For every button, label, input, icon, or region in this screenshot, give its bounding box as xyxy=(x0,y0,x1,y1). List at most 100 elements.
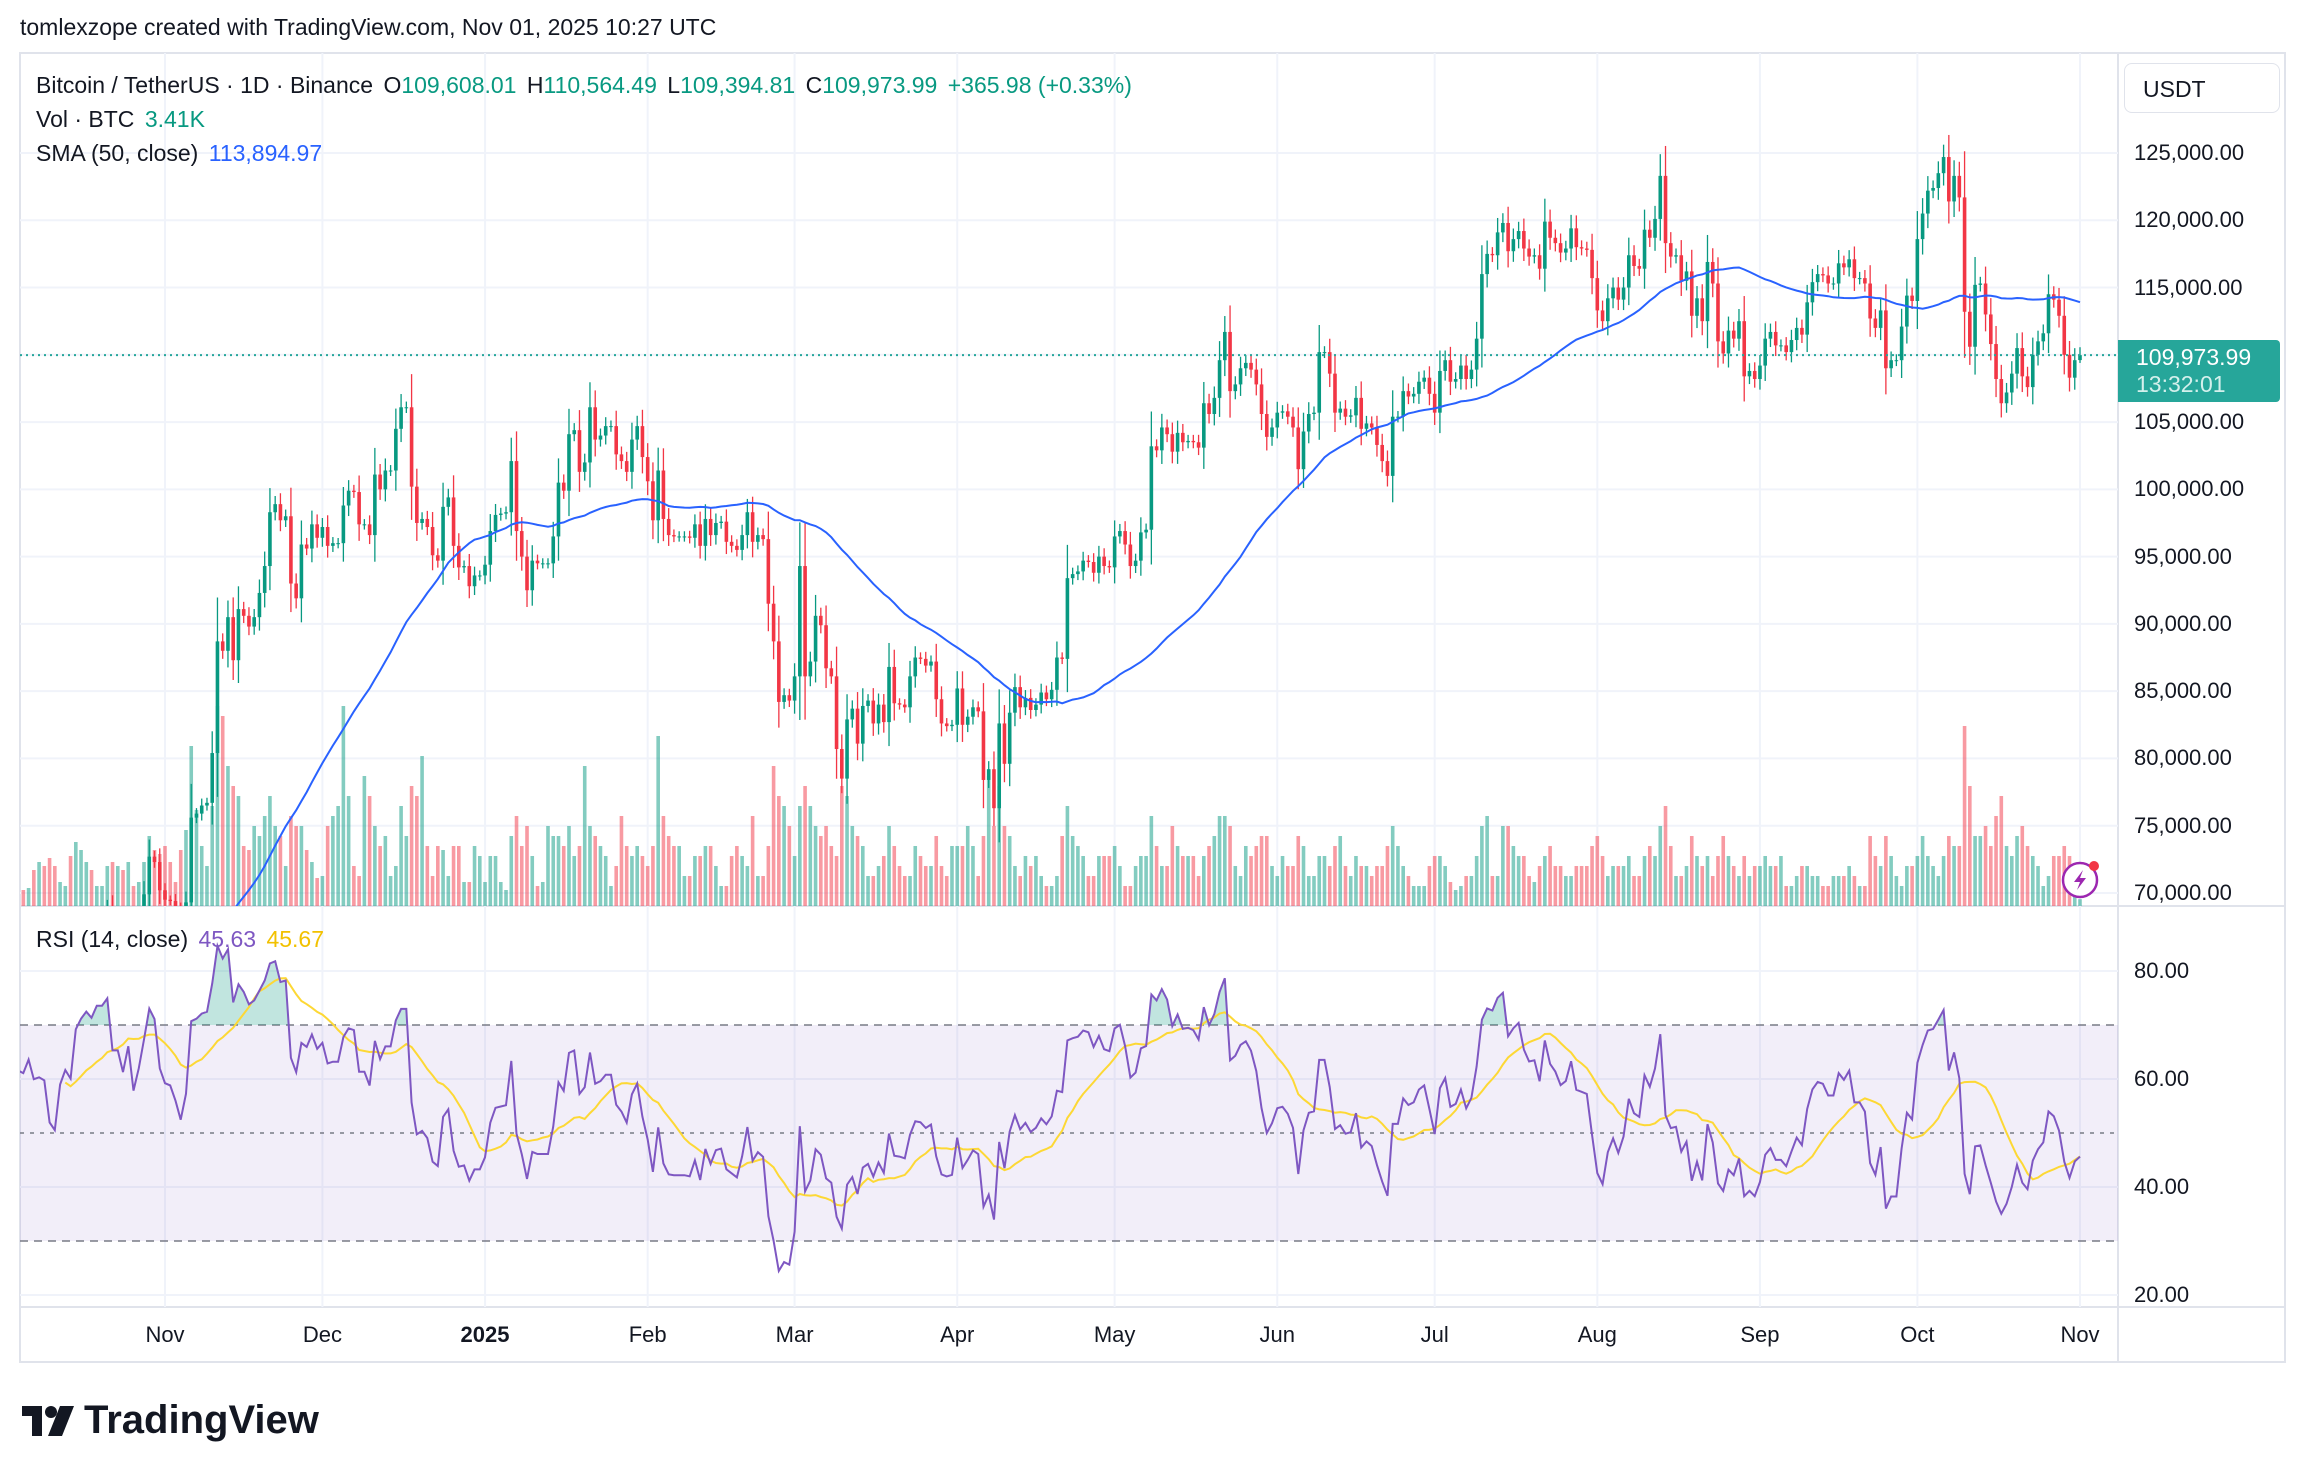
volume-legend[interactable]: Vol · BTC 3.41K xyxy=(36,106,209,133)
candle-body xyxy=(1254,369,1259,385)
rsi-legend[interactable]: RSI (14, close) 45.63 45.67 xyxy=(36,926,328,953)
candle xyxy=(509,437,514,536)
candle-body xyxy=(661,470,666,519)
candle xyxy=(278,493,283,532)
volume-bar xyxy=(1679,876,1684,906)
candle-body xyxy=(1317,352,1322,413)
candle-body xyxy=(1989,314,1993,345)
candle xyxy=(1291,407,1295,437)
volume-bar xyxy=(26,888,31,906)
volume-bar xyxy=(1312,876,1316,906)
candle xyxy=(1202,381,1206,469)
candle xyxy=(1590,233,1594,295)
volume-bar xyxy=(1606,876,1610,906)
volume-bar xyxy=(378,846,382,906)
candle xyxy=(1800,319,1804,343)
candle xyxy=(1165,419,1169,443)
candle xyxy=(929,655,933,672)
candle xyxy=(1658,154,1663,241)
volume-bar xyxy=(630,856,634,906)
candle-body xyxy=(1396,416,1400,418)
volume-bar xyxy=(304,850,309,906)
volume-bar xyxy=(2004,846,2009,906)
candle xyxy=(1553,229,1558,252)
volume-bar xyxy=(840,786,844,906)
candle-body xyxy=(1710,261,1715,284)
candle-body xyxy=(1411,393,1416,397)
symbol-name[interactable]: Bitcoin / TetherUS · 1D · Binance xyxy=(36,72,374,98)
volume-bar xyxy=(693,856,697,906)
candle-body xyxy=(819,615,823,626)
candle-body xyxy=(32,990,36,999)
candle-body xyxy=(1123,531,1127,545)
candle-body xyxy=(1920,213,1925,240)
candle-body xyxy=(1947,157,1951,202)
candle-body xyxy=(1752,370,1757,380)
volume-bar xyxy=(1474,856,1479,906)
alert-lightning-icon[interactable] xyxy=(2061,861,2099,899)
volume-bar xyxy=(1186,856,1190,906)
candle xyxy=(215,597,220,797)
candle xyxy=(1831,277,1836,290)
candle xyxy=(1962,151,1967,358)
brand-name: TradingView xyxy=(84,1398,319,1442)
volume-bar xyxy=(1369,876,1374,906)
volume-bar xyxy=(1291,866,1295,906)
candle xyxy=(1160,413,1164,464)
candle xyxy=(955,671,960,743)
candle xyxy=(514,431,519,561)
candle xyxy=(965,709,970,733)
candle xyxy=(69,980,73,994)
candle xyxy=(1999,364,2004,418)
candle xyxy=(1611,277,1615,309)
candle-body xyxy=(955,688,960,725)
volume-bar xyxy=(740,856,744,906)
candle-body xyxy=(1579,247,1584,249)
candle-body xyxy=(231,617,236,661)
volume-bar xyxy=(1800,866,1804,906)
volume-bar xyxy=(1485,816,1489,906)
candle-body xyxy=(1595,278,1600,311)
volume-bar xyxy=(404,836,409,906)
candle xyxy=(1060,652,1064,665)
candle xyxy=(1270,418,1274,446)
candle xyxy=(394,408,398,491)
candle-body xyxy=(640,426,645,458)
volume-bar xyxy=(509,836,514,906)
candle-body xyxy=(546,563,550,565)
candle xyxy=(1133,553,1138,574)
sma-legend[interactable]: SMA (50, close) 113,894.97 xyxy=(36,140,326,167)
candle xyxy=(273,496,277,521)
candle-body xyxy=(808,661,813,677)
volume-bar xyxy=(1254,846,1259,906)
candle xyxy=(1348,409,1353,423)
candle xyxy=(446,488,451,516)
candle-body xyxy=(1936,173,1941,188)
candle xyxy=(1076,565,1080,581)
candle xyxy=(1952,160,1956,218)
candle-body xyxy=(609,426,613,428)
candle xyxy=(1118,523,1122,544)
volume-bar xyxy=(1196,876,1201,906)
candle-body xyxy=(787,695,792,701)
volume-bar xyxy=(1055,876,1059,906)
volume-bar xyxy=(965,826,970,906)
candle-body xyxy=(1789,340,1794,353)
candle-body xyxy=(451,497,456,546)
candle-body xyxy=(1223,331,1227,361)
volume-bar xyxy=(1821,886,1825,906)
candle-body xyxy=(498,513,503,515)
candle-body xyxy=(2046,294,2051,334)
volume-bar xyxy=(373,826,377,906)
currency-button[interactable]: USDT xyxy=(2124,63,2280,113)
volume-bar xyxy=(1123,886,1127,906)
candle xyxy=(43,994,47,1003)
candle xyxy=(152,850,157,868)
symbol-legend[interactable]: Bitcoin / TetherUS · 1D · Binance O109,6… xyxy=(36,72,1136,99)
candle-body xyxy=(866,700,870,706)
candle xyxy=(1585,241,1589,257)
price-tick-label: 70,000.00 xyxy=(2134,879,2232,905)
candle-body xyxy=(310,524,314,549)
volume-bar xyxy=(1957,846,1962,906)
